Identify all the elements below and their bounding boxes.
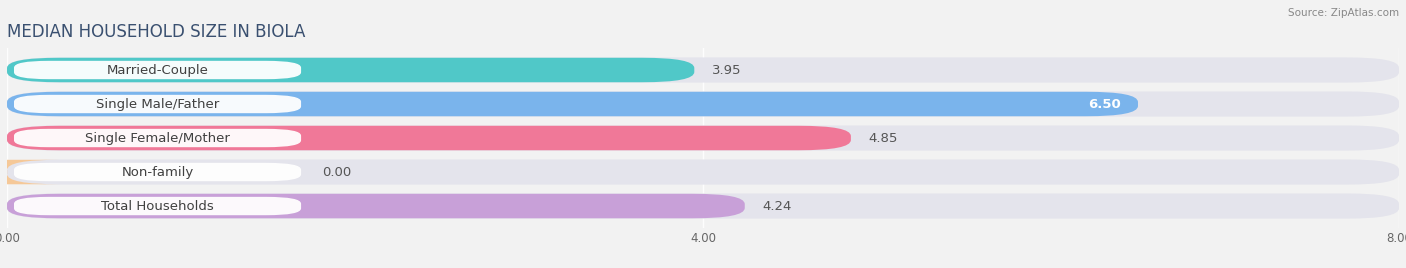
FancyBboxPatch shape — [14, 61, 301, 79]
FancyBboxPatch shape — [7, 58, 695, 82]
Text: MEDIAN HOUSEHOLD SIZE IN BIOLA: MEDIAN HOUSEHOLD SIZE IN BIOLA — [7, 23, 305, 41]
Text: 0.00: 0.00 — [322, 166, 352, 178]
FancyBboxPatch shape — [14, 197, 301, 215]
FancyBboxPatch shape — [7, 125, 1399, 151]
FancyBboxPatch shape — [7, 194, 745, 218]
Text: Non-family: Non-family — [121, 166, 194, 178]
FancyBboxPatch shape — [7, 193, 1399, 219]
FancyBboxPatch shape — [7, 159, 1399, 185]
FancyBboxPatch shape — [7, 92, 1137, 116]
Text: Single Female/Mother: Single Female/Mother — [86, 132, 231, 144]
FancyBboxPatch shape — [14, 95, 301, 113]
FancyBboxPatch shape — [14, 129, 301, 147]
Text: 4.24: 4.24 — [762, 200, 792, 213]
Text: 4.85: 4.85 — [869, 132, 897, 144]
Text: Single Male/Father: Single Male/Father — [96, 98, 219, 110]
FancyBboxPatch shape — [0, 160, 59, 184]
Text: Source: ZipAtlas.com: Source: ZipAtlas.com — [1288, 8, 1399, 18]
FancyBboxPatch shape — [7, 91, 1399, 117]
Text: 3.95: 3.95 — [711, 64, 741, 76]
FancyBboxPatch shape — [14, 163, 301, 181]
Text: 6.50: 6.50 — [1088, 98, 1121, 110]
Text: Total Households: Total Households — [101, 200, 214, 213]
FancyBboxPatch shape — [7, 126, 851, 150]
Text: Married-Couple: Married-Couple — [107, 64, 208, 76]
FancyBboxPatch shape — [7, 57, 1399, 83]
